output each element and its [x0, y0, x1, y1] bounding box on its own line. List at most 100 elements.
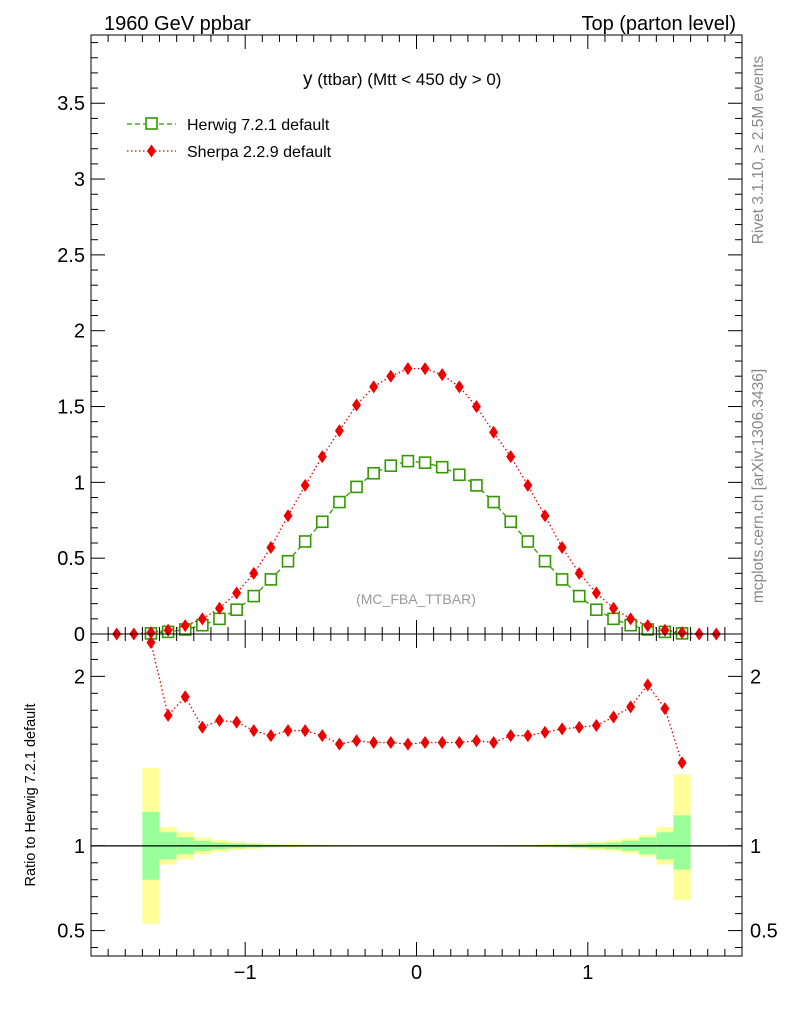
- sherpa-point: [420, 362, 430, 376]
- sherpa-point: [626, 612, 636, 626]
- mcplots-reference-label: mcplots.cern.ch [arXiv:1306.3436]: [750, 369, 767, 603]
- herwig-point: [230, 603, 243, 617]
- sherpa-point: [677, 626, 687, 640]
- herwig-point: [572, 589, 586, 603]
- main-ytick-label: 0: [74, 624, 85, 646]
- herwig-point: [470, 479, 483, 492]
- main-ytick-label: 1.5: [57, 397, 85, 419]
- sherpa-ratio-point: [197, 720, 207, 734]
- ratio-ytick-label-right: 1: [750, 836, 761, 858]
- herwig-point: [538, 554, 552, 568]
- header-left: 1960 GeV ppbar: [104, 13, 251, 35]
- rivet-version-label: Rivet 3.1.10, ≥ 2.5M events: [750, 55, 767, 244]
- sherpa-ratio-point: [369, 735, 379, 749]
- sherpa-point: [232, 586, 242, 600]
- sherpa-point: [334, 424, 344, 438]
- sherpa-ratio-point: [300, 724, 310, 738]
- herwig-point: [504, 515, 518, 529]
- analysis-watermark: (MC_FBA_TTBAR): [356, 591, 476, 607]
- legend-label-sherpa: Sherpa 2.2.9 default: [187, 144, 332, 161]
- sherpa-ratio-point: [317, 729, 327, 743]
- herwig-point: [367, 466, 380, 480]
- sherpa-ratio-point: [420, 735, 430, 749]
- sherpa-ratio-point: [214, 713, 224, 727]
- sherpa-point: [266, 541, 276, 555]
- sherpa-ratio-point: [506, 729, 516, 743]
- herwig-point: [350, 480, 363, 494]
- main-ytick-label: 2: [74, 321, 85, 343]
- herwig-point: [384, 459, 398, 472]
- ratio-xtick-label: 1: [582, 962, 593, 984]
- herwig-point: [247, 589, 261, 603]
- legend: Herwig 7.2.1 default Sherpa 2.2.9 defaul…: [127, 117, 332, 161]
- herwig-point: [555, 573, 569, 586]
- sherpa-ratio-point: [643, 678, 653, 692]
- sherpa-point: [591, 586, 601, 600]
- sherpa-point: [163, 623, 173, 637]
- sherpa-point: [557, 541, 567, 555]
- sherpa-point: [540, 509, 550, 523]
- sherpa-point: [437, 368, 447, 382]
- sherpa-point: [454, 380, 464, 394]
- sherpa-ratio-point: [403, 737, 413, 751]
- sherpa-ratio-point: [540, 725, 550, 739]
- sherpa-ratio-point: [523, 729, 533, 743]
- sherpa-point: [660, 623, 670, 637]
- ratio-ytick-label-left: 1: [74, 836, 85, 858]
- herwig-point: [521, 535, 535, 548]
- ratio-ytick-label-right: 2: [750, 666, 761, 688]
- sherpa-ratio-point: [626, 700, 636, 714]
- sherpa-ratio-point: [677, 756, 687, 770]
- sherpa-ratio-point: [232, 715, 242, 729]
- legend-entry-herwig: Herwig 7.2.1 default: [127, 117, 330, 134]
- legend-entry-sherpa: Sherpa 2.2.9 default: [127, 144, 332, 161]
- ratio-frame: [90, 633, 743, 957]
- sherpa-ratio-point: [386, 735, 396, 749]
- main-ytick-label: 3: [74, 169, 85, 191]
- sherpa-ratio-point: [146, 635, 156, 649]
- sherpa-ratio-point: [574, 720, 584, 734]
- herwig-point: [607, 612, 620, 626]
- herwig-point: [213, 612, 226, 626]
- herwig-point: [453, 468, 466, 482]
- sherpa-point: [386, 369, 396, 383]
- sherpa-point: [471, 400, 481, 414]
- herwig-point: [264, 573, 278, 586]
- sherpa-point: [249, 566, 259, 580]
- sherpa-point: [317, 450, 327, 464]
- main-ytick-label: 2.5: [57, 245, 85, 267]
- sherpa-ratio-point: [591, 719, 601, 733]
- legend-label-herwig: Herwig 7.2.1 default: [187, 117, 330, 134]
- sherpa-ratio-point: [557, 722, 567, 736]
- legend-marker-herwig: [145, 117, 158, 130]
- sherpa-point: [369, 380, 379, 394]
- sherpa-ratio-point: [489, 735, 499, 749]
- sherpa-point: [283, 509, 293, 523]
- herwig-point: [401, 454, 415, 468]
- sherpa-point: [180, 619, 190, 633]
- ratio-panel: 0.5 0.5 1 1 2 2 −1 0 1 Ratio to Herwig 7.2.1 def…: [23, 633, 778, 984]
- sherpa-ratio-point: [471, 734, 481, 748]
- herwig-point: [281, 554, 295, 568]
- ratio-ytick-label-right: 0.5: [750, 921, 778, 943]
- sherpa-point: [489, 425, 499, 439]
- sherpa-ratio-point: [283, 724, 293, 738]
- main-ytick-label: 0.5: [57, 548, 85, 570]
- ratio-xtick-label: 0: [411, 962, 422, 984]
- sherpa-point: [146, 626, 156, 640]
- sherpa-ratio-point: [163, 708, 173, 722]
- sherpa-point: [609, 601, 619, 615]
- herwig-point: [435, 460, 449, 474]
- sherpa-ratio-point: [334, 737, 344, 751]
- sherpa-point: [352, 398, 362, 412]
- ratio-ytick-label-left: 2: [74, 666, 85, 688]
- sherpa-point: [300, 478, 310, 492]
- sherpa-ratio-point: [180, 690, 190, 704]
- main-panel: 0 0.5 1 1.5 2 2.5 3 3.5 y (ttbar) (Mtt < 450 dy…: [57, 34, 743, 646]
- sherpa-ratio-point: [660, 702, 670, 716]
- sherpa-point: [523, 478, 533, 492]
- sherpa-point: [197, 612, 207, 626]
- herwig-point: [418, 456, 432, 469]
- herwig-point: [315, 515, 329, 529]
